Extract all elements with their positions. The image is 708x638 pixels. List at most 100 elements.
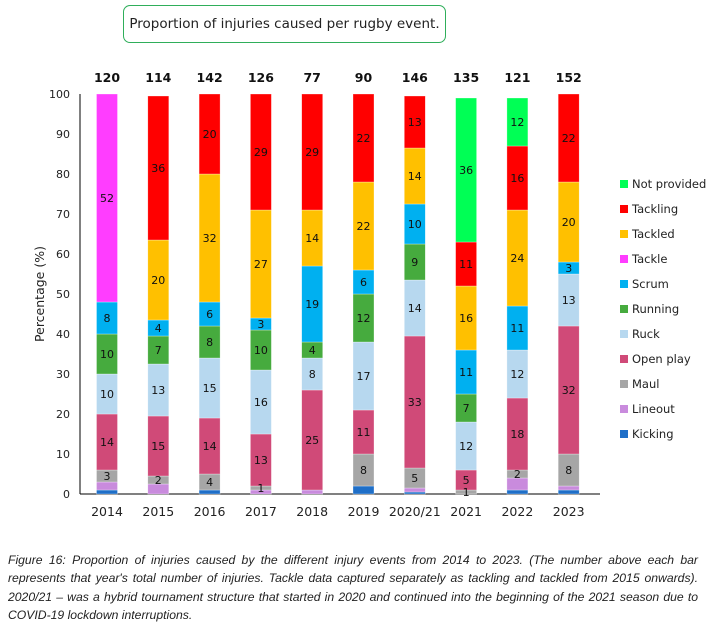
- total-injuries-label: 135: [453, 70, 479, 85]
- segment-data-label: 13: [151, 384, 165, 397]
- total-injuries-label: 77: [303, 70, 320, 85]
- legend-swatch: [620, 404, 628, 413]
- legend-label: Tackling: [632, 201, 679, 216]
- segment-data-label: 20: [151, 274, 165, 287]
- legend-label: Open play: [632, 351, 691, 366]
- segment-data-label: 27: [254, 258, 268, 271]
- segment-data-label: 14: [305, 232, 319, 245]
- legend-item-kicking: Kicking: [620, 421, 706, 446]
- segment-data-label: 10: [254, 344, 268, 357]
- segment-data-label: 18: [510, 428, 524, 441]
- legend-label: Ruck: [632, 326, 660, 341]
- x-tick-label: 2016: [194, 504, 226, 519]
- segment-data-label: 2: [155, 474, 162, 487]
- segment-data-label: 12: [459, 440, 473, 453]
- legend-item-running: Running: [620, 296, 706, 321]
- x-tick-label: 2019: [348, 504, 380, 519]
- bar-stack-2022: [506, 97, 529, 495]
- legend-label: Kicking: [632, 426, 674, 441]
- bar-segment-tackling: [301, 93, 324, 211]
- bar-stack-2018: [301, 93, 324, 495]
- bar-segment-kicking: [198, 489, 221, 495]
- bar-stack-2021: [455, 97, 477, 495]
- y-tick-label: 70: [56, 208, 70, 221]
- segment-data-label: 9: [411, 256, 418, 269]
- labels: 3141010852201412021513742036201511441415…: [91, 70, 585, 519]
- bar-segment-tackling: [250, 93, 272, 211]
- total-injuries-label: 152: [556, 70, 582, 85]
- legend-swatch: [620, 279, 628, 288]
- bar-segment-tackle: [96, 93, 118, 303]
- segment-data-label: 1: [257, 482, 264, 495]
- chart-title: Proportion of injuries caused per rugby …: [123, 5, 446, 43]
- segment-data-label: 29: [305, 146, 319, 159]
- bar-stack-2017: [250, 93, 272, 495]
- segment-data-label: 15: [203, 382, 217, 395]
- total-injuries-label: 120: [94, 70, 120, 85]
- segment-data-label: 16: [459, 312, 473, 325]
- segment-data-label: 11: [459, 258, 473, 271]
- y-tick-label: 80: [56, 168, 70, 181]
- bar-segment-lineout: [557, 485, 580, 491]
- legend-item-maul: Maul: [620, 371, 706, 396]
- legend-swatch: [620, 329, 628, 338]
- total-injuries-label: 121: [504, 70, 530, 85]
- legend-item-not-provided: Not provided: [620, 171, 706, 196]
- segment-data-label: 12: [510, 116, 524, 129]
- y-tick-label: 100: [49, 88, 70, 101]
- legend-item-tackled: Tackled: [620, 221, 706, 246]
- segment-data-label: 36: [151, 162, 165, 175]
- legend-label: Scrum: [632, 276, 669, 291]
- bar-stack-2016: [198, 93, 221, 495]
- bar-segment-not-provided: [506, 97, 529, 147]
- segment-data-label: 7: [155, 344, 162, 357]
- legend-swatch: [620, 204, 628, 213]
- legend-label: Maul: [632, 376, 660, 391]
- bar-segment-tackling: [147, 95, 170, 241]
- segment-data-label: 13: [408, 116, 422, 129]
- segment-data-label: 8: [104, 312, 111, 325]
- segment-data-label: 4: [206, 476, 213, 489]
- figure-caption: Figure 16: Proportion of injuries caused…: [8, 553, 698, 622]
- bar-segment-tackling: [403, 95, 426, 149]
- segment-data-label: 13: [562, 294, 576, 307]
- total-injuries-label: 142: [197, 70, 223, 85]
- segment-data-label: 12: [357, 312, 371, 325]
- legend-label: Tackle: [632, 251, 668, 266]
- legend-swatch: [620, 179, 628, 188]
- y-tick-label: 90: [56, 128, 70, 141]
- segment-data-label: 20: [562, 216, 576, 229]
- segment-data-label: 14: [408, 170, 422, 183]
- segment-data-label: 4: [155, 322, 162, 335]
- segment-data-label: 36: [459, 164, 473, 177]
- bar-segment-lineout: [301, 489, 324, 495]
- segment-data-label: 3: [565, 262, 572, 275]
- y-tick-label: 50: [56, 288, 70, 301]
- segment-data-label: 12: [510, 368, 524, 381]
- segment-data-label: 5: [463, 474, 470, 487]
- y-tick-label: 30: [56, 368, 70, 381]
- segment-data-label: 3: [104, 470, 111, 483]
- x-tick-label: 2015: [142, 504, 174, 519]
- total-injuries-label: 126: [248, 70, 274, 85]
- legend-swatch: [620, 229, 628, 238]
- bar-segment-kicking: [557, 489, 580, 495]
- segment-data-label: 8: [565, 464, 572, 477]
- legend-swatch: [620, 379, 628, 388]
- bar-segment-tackling: [198, 93, 221, 175]
- total-injuries-label: 114: [145, 70, 171, 85]
- segment-data-label: 3: [257, 318, 264, 331]
- segment-data-label: 17: [357, 370, 371, 383]
- x-tick-label: 2023: [553, 504, 585, 519]
- segment-data-label: 32: [203, 232, 217, 245]
- y-tick-label: 10: [56, 448, 70, 461]
- segment-data-label: 6: [360, 276, 367, 289]
- legend-label: Not provided: [632, 176, 707, 191]
- segment-data-label: 14: [100, 436, 114, 449]
- legend: Not provided Tackling Tackled Tackle Scrum Ru…: [620, 171, 706, 446]
- x-tick-label: 2014: [91, 504, 123, 519]
- segment-data-label: 8: [206, 336, 213, 349]
- segment-data-label: 24: [510, 252, 524, 265]
- y-tick-label: 0: [63, 488, 70, 501]
